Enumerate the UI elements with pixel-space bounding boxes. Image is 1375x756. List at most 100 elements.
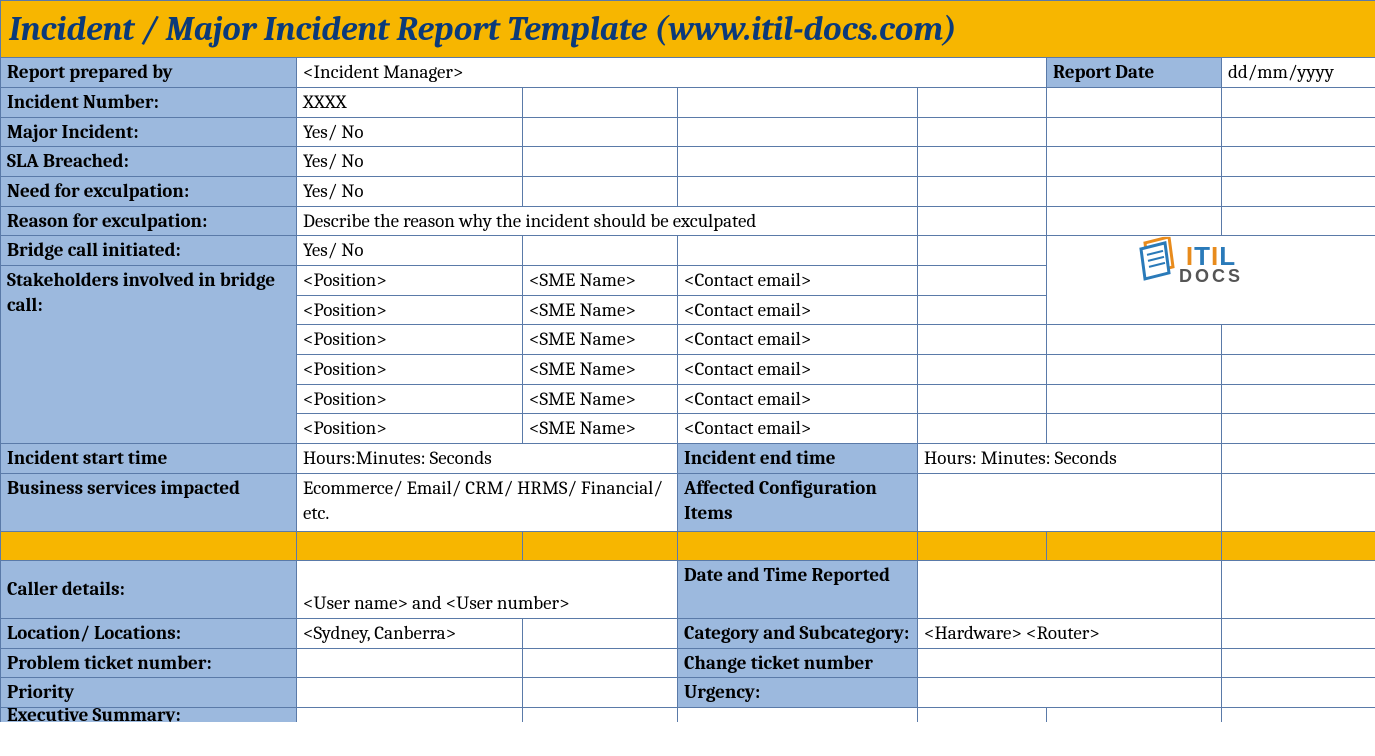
affected-ci-value[interactable] [918, 473, 1222, 531]
empty-cell [1047, 147, 1222, 177]
empty-cell [297, 707, 523, 722]
empty-cell [523, 678, 678, 708]
sla-breached-label: SLA Breached: [1, 147, 297, 177]
category-value[interactable]: <Hardware> <Router> [918, 618, 1222, 648]
caller-details-label: Caller details: [1, 560, 297, 618]
stakeholder-position[interactable]: <Position> [297, 384, 523, 414]
empty-cell [523, 176, 678, 206]
divider-cell [297, 531, 523, 560]
date-time-reported-label: Date and Time Reported [678, 560, 918, 618]
urgency-value[interactable] [918, 678, 1222, 708]
incident-start-value[interactable]: Hours:Minutes: Seconds [297, 444, 678, 474]
row-major-incident: Major Incident: Yes/ No [1, 117, 1375, 147]
row-caller-details: Caller details: <User name> and <User nu… [1, 560, 1375, 618]
stakeholder-sme[interactable]: <SME Name> [523, 325, 678, 355]
row-business-services: Business services impacted Ecommerce/ Em… [1, 473, 1375, 531]
caller-details-value[interactable]: <User name> and <User number> [297, 560, 678, 618]
empty-cell [1222, 87, 1375, 117]
incident-end-label: Incident end time [678, 444, 918, 474]
problem-ticket-value[interactable] [297, 648, 523, 678]
empty-cell [1047, 295, 1375, 325]
empty-cell [918, 295, 1047, 325]
empty-cell [918, 707, 1047, 722]
row-prepared-by: Report prepared by <Incident Manager> Re… [1, 58, 1375, 88]
empty-cell [918, 384, 1047, 414]
stakeholder-position[interactable]: <Position> [297, 355, 523, 385]
stakeholder-email[interactable]: <Contact email> [678, 414, 918, 444]
urgency-label: Urgency: [678, 678, 918, 708]
priority-value[interactable] [297, 678, 523, 708]
row-location: Location/ Locations: <Sydney, Canberra> … [1, 618, 1375, 648]
empty-cell [1222, 117, 1375, 147]
stakeholder-sme[interactable]: <SME Name> [523, 414, 678, 444]
stakeholder-position[interactable]: <Position> [297, 295, 523, 325]
sla-breached-value[interactable]: Yes/ No [297, 147, 523, 177]
incident-start-label: Incident start time [1, 444, 297, 474]
reason-exculpation-label: Reason for exculpation: [1, 206, 297, 236]
row-reason-exculpation: Reason for exculpation: Describe the rea… [1, 206, 1375, 236]
empty-cell [523, 117, 678, 147]
major-incident-value[interactable]: Yes/ No [297, 117, 523, 147]
stakeholder-sme[interactable]: <SME Name> [523, 355, 678, 385]
empty-cell [918, 176, 1047, 206]
stakeholder-position[interactable]: <Position> [297, 414, 523, 444]
empty-cell [523, 236, 678, 266]
divider-cell [1, 531, 297, 560]
empty-cell [678, 236, 918, 266]
need-exculpation-value[interactable]: Yes/ No [297, 176, 523, 206]
stakeholder-position[interactable]: <Position> [297, 266, 523, 296]
empty-cell [1222, 206, 1375, 236]
empty-cell [1047, 414, 1222, 444]
location-value[interactable]: <Sydney, Canberra> [297, 618, 523, 648]
incident-end-value[interactable]: Hours: Minutes: Seconds [918, 444, 1222, 474]
empty-cell [1047, 384, 1222, 414]
stakeholder-email[interactable]: <Contact email> [678, 325, 918, 355]
empty-cell [523, 147, 678, 177]
incident-number-label: Incident Number: [1, 87, 297, 117]
empty-cell [1222, 444, 1375, 474]
incident-report-table: Incident / Major Incident Report Templat… [0, 0, 1375, 722]
empty-cell [918, 414, 1047, 444]
empty-cell [1222, 648, 1375, 678]
page-title: Incident / Major Incident Report Templat… [1, 1, 1375, 58]
prepared-by-label: Report prepared by [1, 58, 297, 88]
empty-cell [1222, 384, 1375, 414]
empty-cell [678, 147, 918, 177]
empty-cell [918, 117, 1047, 147]
business-services-value[interactable]: Ecommerce/ Email/ CRM/ HRMS/ Financial/ … [297, 473, 678, 531]
prepared-by-value[interactable]: <Incident Manager> [297, 58, 1047, 88]
report-date-value[interactable]: dd/mm/yyyy [1222, 58, 1375, 88]
logo-cell: ITIL DOCS [1047, 236, 1375, 295]
stakeholder-position[interactable]: <Position> [297, 325, 523, 355]
stakeholder-sme[interactable]: <SME Name> [523, 295, 678, 325]
empty-cell [918, 206, 1047, 236]
divider-cell [523, 531, 678, 560]
stakeholder-email[interactable]: <Contact email> [678, 384, 918, 414]
incident-number-value[interactable]: XXXX [297, 87, 523, 117]
need-exculpation-label: Need for exculpation: [1, 176, 297, 206]
stakeholder-sme[interactable]: <SME Name> [523, 266, 678, 296]
empty-cell [523, 707, 678, 722]
empty-cell [523, 648, 678, 678]
empty-cell [1222, 618, 1375, 648]
empty-cell [918, 87, 1047, 117]
empty-cell [1047, 176, 1222, 206]
empty-cell [918, 236, 1047, 266]
stakeholder-email[interactable]: <Contact email> [678, 355, 918, 385]
date-time-reported-value[interactable] [918, 560, 1222, 618]
change-ticket-value[interactable] [918, 648, 1222, 678]
empty-cell [1222, 176, 1375, 206]
reason-exculpation-value[interactable]: Describe the reason why the incident sho… [297, 206, 918, 236]
empty-cell [1222, 678, 1375, 708]
empty-cell [1047, 87, 1222, 117]
empty-cell [918, 325, 1047, 355]
divider-cell [1222, 531, 1375, 560]
bridge-call-value[interactable]: Yes/ No [297, 236, 523, 266]
affected-ci-label: Affected Configuration Items [678, 473, 918, 531]
stakeholder-email[interactable]: <Contact email> [678, 266, 918, 296]
empty-cell [1047, 325, 1222, 355]
stakeholder-sme[interactable]: <SME Name> [523, 384, 678, 414]
divider-cell [1047, 531, 1222, 560]
stakeholder-email[interactable]: <Contact email> [678, 295, 918, 325]
pages-icon [1139, 237, 1179, 281]
